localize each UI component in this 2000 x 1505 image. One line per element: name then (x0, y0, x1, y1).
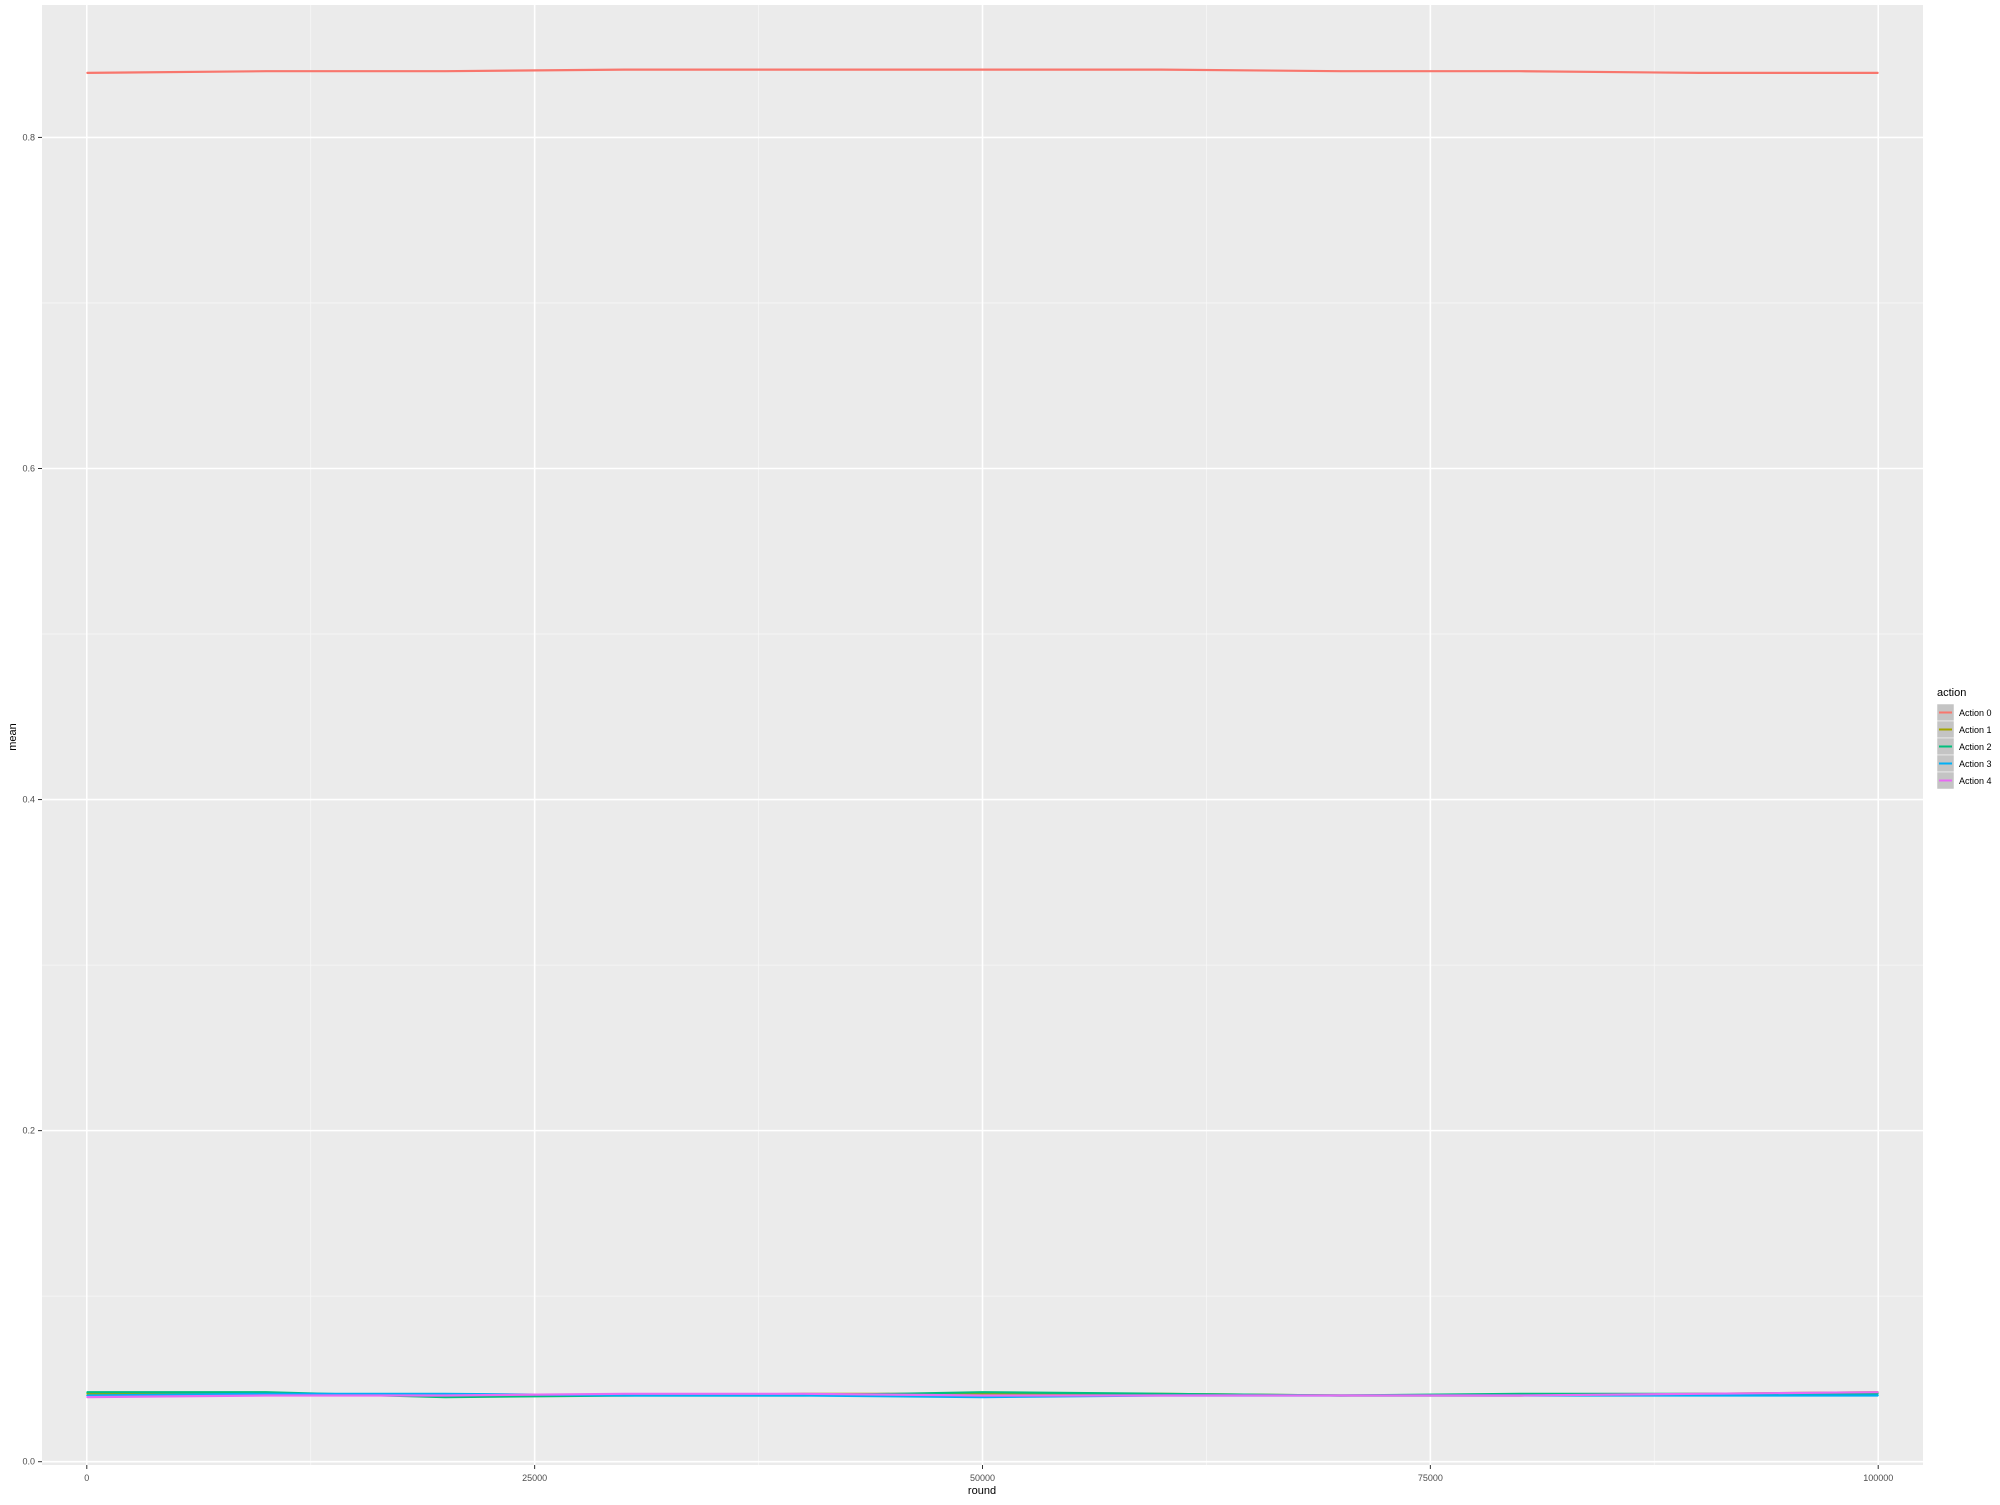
y-tick-label: 0.8 (22, 132, 35, 142)
series-point-4 (1877, 1391, 1879, 1393)
series-point-0 (1161, 68, 1163, 71)
series-point-0 (1340, 70, 1342, 72)
y-tick-label: 0.6 (22, 463, 35, 473)
series-point-2 (265, 1391, 267, 1393)
series-point-4 (1519, 1394, 1521, 1397)
series-point-0 (1698, 72, 1700, 74)
series-point-3 (86, 1394, 88, 1397)
series-point-4 (623, 1393, 625, 1395)
x-axis: 0 25000 50000 75000 100000 (84, 1465, 1893, 1483)
y-tick-label: 0.0 (22, 1457, 35, 1467)
legend-label-4: Action 4 (1959, 776, 1992, 786)
series-point-0 (1877, 72, 1879, 74)
series-point-2 (444, 1396, 446, 1398)
series-point-4 (1340, 1394, 1342, 1397)
x-tick-label: 100000 (1863, 1473, 1893, 1483)
x-tick-label: 0 (84, 1473, 89, 1483)
series-point-0 (86, 72, 88, 74)
series-point-4 (802, 1393, 804, 1395)
series-point-0 (265, 70, 267, 72)
series-point-4 (981, 1394, 984, 1397)
series-point-0 (444, 70, 446, 72)
series-point-4 (86, 1396, 88, 1398)
series-point-4 (265, 1394, 267, 1397)
y-axis: 0.0 0.2 0.4 0.6 0.8 (22, 132, 42, 1467)
series-point-0 (802, 68, 804, 71)
series-point-2 (1519, 1393, 1521, 1395)
series-point-3 (1698, 1394, 1700, 1397)
series-point-2 (981, 1391, 984, 1393)
legend-items: Action 0 Action 1 Action 2 Action 3 Action 4 (1936, 703, 1992, 790)
y-tick-label: 0.2 (22, 1126, 35, 1136)
x-tick-label: 25000 (522, 1473, 547, 1483)
legend-label-1: Action 1 (1959, 725, 1992, 735)
grid-major (42, 5, 1923, 1465)
series-point-4 (1698, 1393, 1700, 1395)
series-point-4 (1161, 1394, 1163, 1397)
series-point-2 (1161, 1393, 1163, 1395)
legend-label-2: Action 2 (1959, 742, 1992, 752)
series-point-3 (1877, 1394, 1879, 1397)
legend-label-3: Action 3 (1959, 759, 1992, 769)
series-point-3 (981, 1396, 984, 1398)
series-point-3 (265, 1393, 267, 1395)
x-tick-label: 50000 (970, 1473, 995, 1483)
y-axis-title: mean (7, 723, 19, 751)
series-point-2 (1877, 1393, 1879, 1395)
series-point-1 (86, 1393, 88, 1395)
y-tick-label: 0.4 (22, 795, 35, 805)
series-layer (86, 68, 1879, 1399)
series-point-0 (623, 68, 625, 71)
x-tick-label: 75000 (1418, 1473, 1443, 1483)
x-axis-title: round (968, 1485, 996, 1497)
series-point-3 (802, 1394, 804, 1397)
series-point-3 (444, 1393, 446, 1395)
series-point-3 (623, 1394, 625, 1397)
series-point-0 (1519, 70, 1521, 72)
series-point-1 (981, 1393, 984, 1395)
legend-label-0: Action 0 (1959, 708, 1992, 718)
series-point-4 (444, 1394, 446, 1397)
series-point-2 (86, 1391, 88, 1393)
legend-title: action (1937, 687, 1966, 699)
series-point-0 (981, 68, 984, 71)
